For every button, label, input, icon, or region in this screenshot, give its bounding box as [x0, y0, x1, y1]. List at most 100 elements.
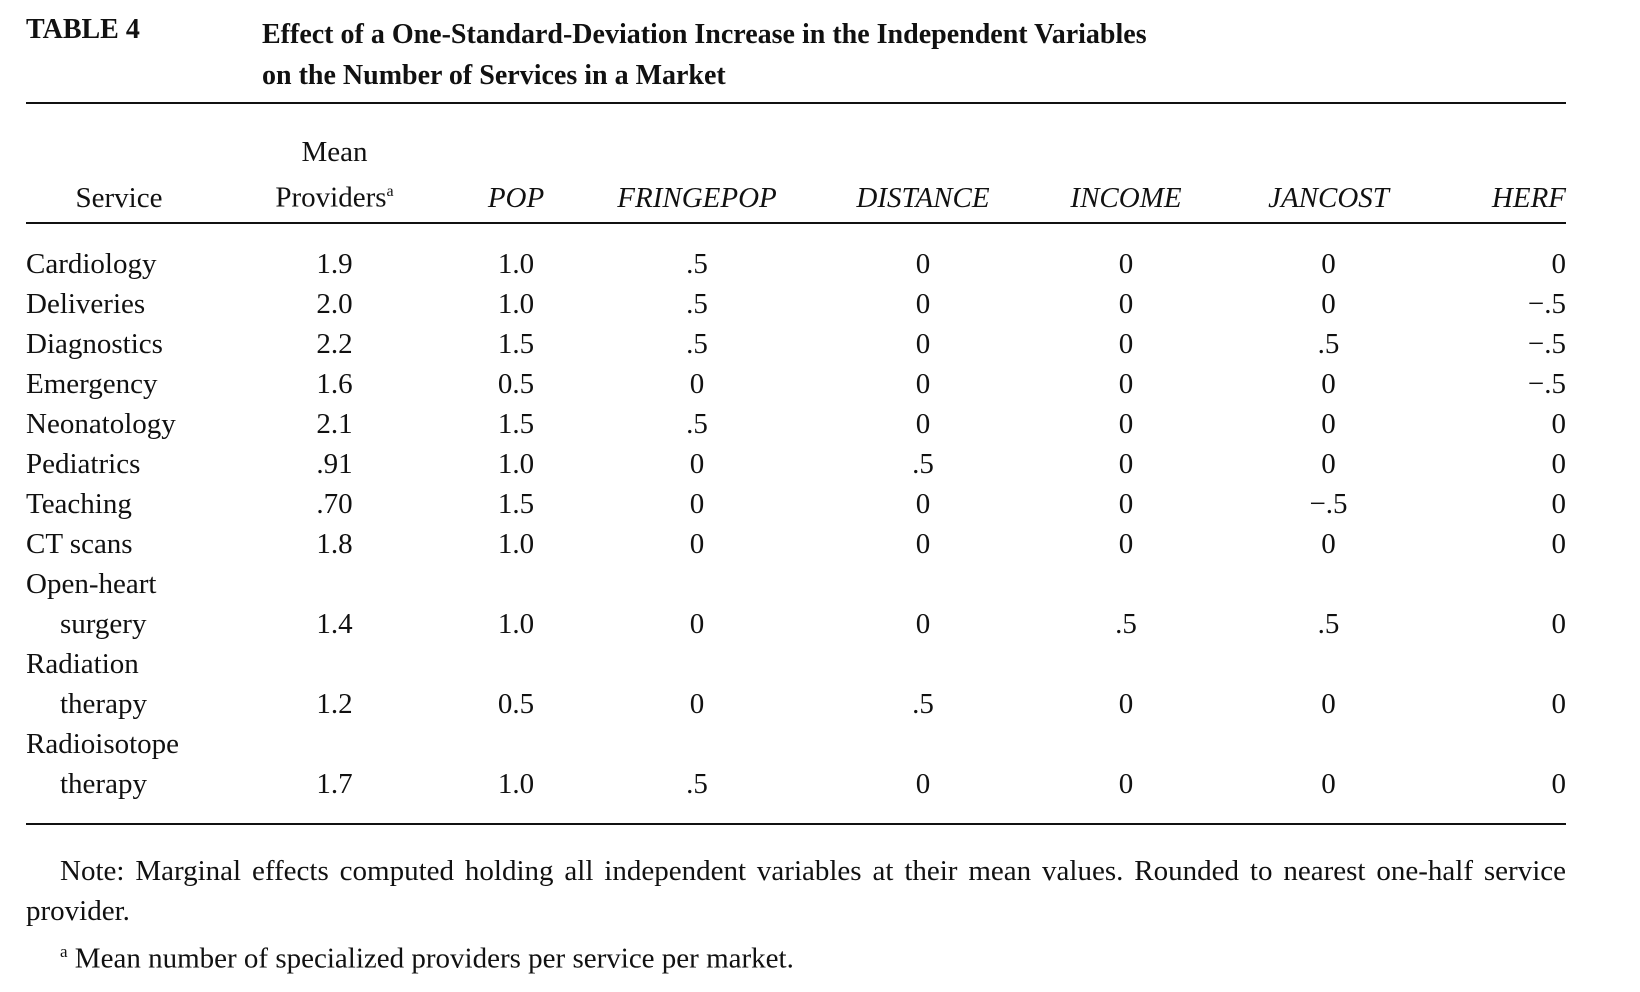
cell-mean: 2.2 — [316, 328, 353, 360]
cell-pop: 1.0 — [497, 768, 535, 800]
cell-herf: 0 — [1551, 768, 1567, 800]
cell-income: 0 — [1118, 768, 1134, 800]
service-cell: Diagnostics — [26, 324, 212, 364]
service-name: Radioisotope — [26, 728, 180, 760]
cell-income: .5 — [1115, 608, 1137, 640]
column-header-mean-line1: Mean — [301, 136, 368, 169]
service-cell: Deliveries — [26, 284, 212, 324]
cell-pop: 1.0 — [497, 448, 535, 480]
cell-fringepop: .5 — [686, 328, 708, 360]
cell-pop: 1.0 — [497, 288, 535, 320]
cell-distance: .5 — [912, 688, 934, 720]
cell-pop: 1.0 — [497, 248, 535, 280]
column-header-service: Service — [75, 182, 163, 214]
cell-distance: 0 — [915, 528, 931, 560]
cell-mean: .91 — [316, 448, 353, 480]
cell-mean: 2.1 — [316, 408, 353, 440]
cell-distance: 0 — [915, 768, 931, 800]
cell-pop: 1.5 — [497, 408, 535, 440]
cell-jancost: 0 — [1321, 368, 1336, 400]
service-cell: Cardiology — [26, 244, 212, 284]
cell-pop: 0.5 — [497, 368, 535, 400]
table-row: Pediatrics .91 1.0 0 .5 0 0 0 — [26, 444, 1566, 484]
cell-herf: 0 — [1551, 688, 1567, 720]
column-header-distance: DISTANCE — [856, 182, 990, 214]
cell-fringepop: .5 — [686, 248, 708, 280]
cell-distance: 0 — [915, 328, 931, 360]
cell-pop: 1.0 — [497, 528, 535, 560]
service-name-continued: surgery — [60, 608, 147, 640]
service-name: Open-heart — [26, 568, 157, 600]
service-cell: Teaching — [26, 484, 212, 524]
cell-income: 0 — [1118, 408, 1134, 440]
column-header-pop: POP — [487, 182, 545, 214]
cell-jancost: 0 — [1321, 288, 1336, 320]
cell-jancost: 0 — [1321, 408, 1336, 440]
cell-jancost: .5 — [1317, 328, 1340, 360]
service-name: Teaching — [26, 488, 132, 520]
cell-herf: −.5 — [1527, 368, 1566, 400]
table-row: Cardiology 1.9 1.0 .5 0 0 0 0 — [26, 244, 1566, 284]
note-text: Note: Marginal effects computed holding … — [26, 855, 1566, 927]
cell-pop: 1.0 — [497, 608, 535, 640]
header-rule — [26, 222, 1566, 224]
cell-jancost: 0 — [1321, 528, 1336, 560]
cell-income: 0 — [1118, 248, 1134, 280]
cell-income: 0 — [1118, 688, 1134, 720]
service-cell: CT scans — [26, 524, 212, 564]
table-title: Effect of a One-Standard-Deviation Incre… — [262, 14, 1147, 96]
cell-fringepop: 0 — [689, 528, 705, 560]
column-header-jancost: JANCOST — [1268, 182, 1389, 214]
cell-income: 0 — [1118, 368, 1134, 400]
table-title-line-2: on the Number of Services in a Market — [262, 60, 726, 91]
cell-fringepop: 0 — [689, 448, 705, 480]
service-cell: Emergency — [26, 364, 212, 404]
cell-herf: 0 — [1551, 248, 1567, 280]
table-body: Cardiology 1.9 1.0 .5 0 0 0 0 Deliveries 2.0 1.0 .5… — [26, 218, 1566, 804]
service-name: Diagnostics — [26, 328, 163, 360]
cell-income: 0 — [1118, 488, 1134, 520]
cell-distance: 0 — [915, 248, 931, 280]
cell-herf: 0 — [1551, 448, 1567, 480]
service-cell: Open-heart surgery — [26, 564, 212, 644]
cell-distance: .5 — [912, 448, 934, 480]
service-cell: Radioisotope therapy — [26, 724, 212, 804]
cell-distance: 0 — [915, 488, 931, 520]
column-header-fringepop: FRINGEPOP — [617, 182, 777, 214]
column-header-mean-providers: Mean Providersa — [212, 126, 457, 218]
cell-income: 0 — [1118, 288, 1134, 320]
cell-mean: 1.9 — [316, 248, 353, 280]
cell-mean: .70 — [316, 488, 353, 520]
footnote-text: Mean number of specialized providers per… — [67, 942, 794, 975]
cell-mean: 2.0 — [316, 288, 353, 320]
cell-fringepop: .5 — [686, 288, 708, 320]
cell-jancost: 0 — [1321, 248, 1336, 280]
footnote-marker: a — [60, 942, 68, 961]
cell-fringepop: 0 — [689, 688, 705, 720]
table-row: Radioisotope therapy 1.7 1.0 .5 0 0 0 0 — [26, 724, 1566, 804]
service-name: Radiation — [26, 648, 139, 680]
cell-mean: 1.2 — [316, 688, 353, 720]
table-row: CT scans 1.8 1.0 0 0 0 0 0 — [26, 524, 1566, 564]
cell-fringepop: .5 — [686, 408, 708, 440]
cell-herf: 0 — [1551, 488, 1567, 520]
cell-herf: 0 — [1551, 528, 1567, 560]
cell-herf: −.5 — [1527, 328, 1566, 360]
table-title-line-1: Effect of a One-Standard-Deviation Incre… — [262, 19, 1147, 50]
cell-mean: 1.7 — [316, 768, 353, 800]
cell-fringepop: .5 — [686, 768, 708, 800]
cell-jancost: −.5 — [1309, 488, 1348, 520]
cell-mean: 1.4 — [316, 608, 353, 640]
service-name: CT scans — [26, 528, 133, 560]
table-label: TABLE 4 — [26, 14, 140, 45]
cell-distance: 0 — [915, 608, 931, 640]
cell-mean: 1.6 — [316, 368, 353, 400]
table-row: Diagnostics 2.2 1.5 .5 0 0 .5 −.5 — [26, 324, 1566, 364]
service-name: Deliveries — [26, 288, 146, 320]
cell-income: 0 — [1118, 448, 1134, 480]
cell-pop: 1.5 — [497, 328, 535, 360]
table-row: Teaching .70 1.5 0 0 0 −.5 0 — [26, 484, 1566, 524]
cell-distance: 0 — [915, 288, 931, 320]
service-cell: Pediatrics — [26, 444, 212, 484]
cell-herf: −.5 — [1527, 288, 1566, 320]
